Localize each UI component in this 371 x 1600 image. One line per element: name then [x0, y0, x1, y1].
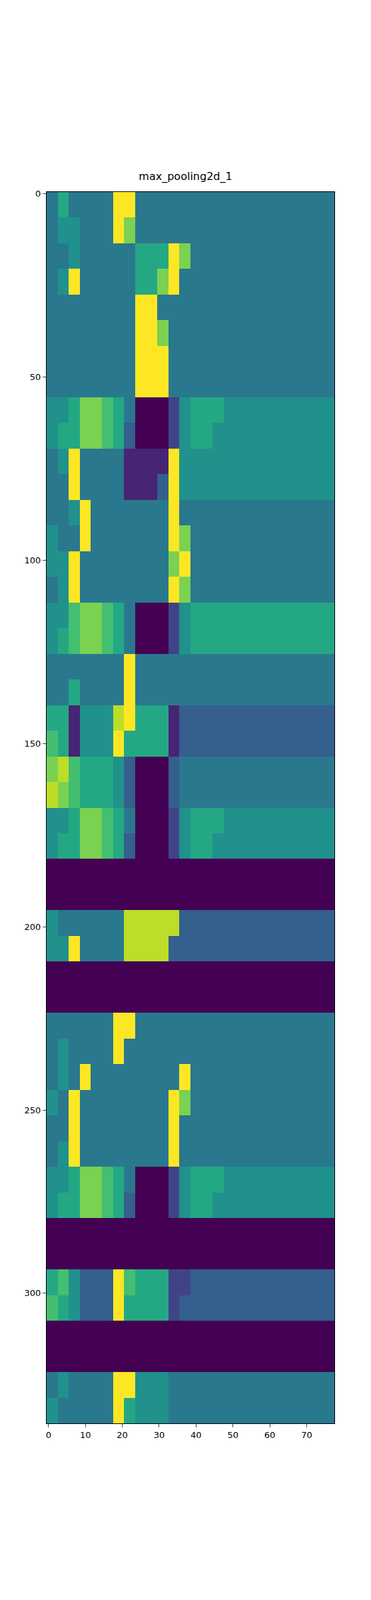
svg-text:300: 300: [24, 1286, 42, 1297]
svg-text:max_pooling2d_1: max_pooling2d_1: [138, 169, 232, 184]
svg-text:100: 100: [24, 554, 42, 565]
svg-text:70: 70: [301, 1428, 313, 1439]
svg-text:10: 10: [79, 1428, 92, 1439]
svg-text:0: 0: [45, 1428, 52, 1439]
svg-text:50: 50: [29, 371, 42, 382]
svg-text:60: 60: [264, 1428, 276, 1439]
svg-text:40: 40: [190, 1428, 202, 1439]
svg-text:200: 200: [24, 921, 42, 932]
svg-text:20: 20: [116, 1428, 128, 1439]
svg-text:0: 0: [35, 188, 41, 199]
svg-text:150: 150: [24, 738, 42, 748]
svg-text:50: 50: [227, 1428, 239, 1439]
svg-text:250: 250: [24, 1104, 42, 1115]
svg-text:30: 30: [153, 1428, 166, 1439]
